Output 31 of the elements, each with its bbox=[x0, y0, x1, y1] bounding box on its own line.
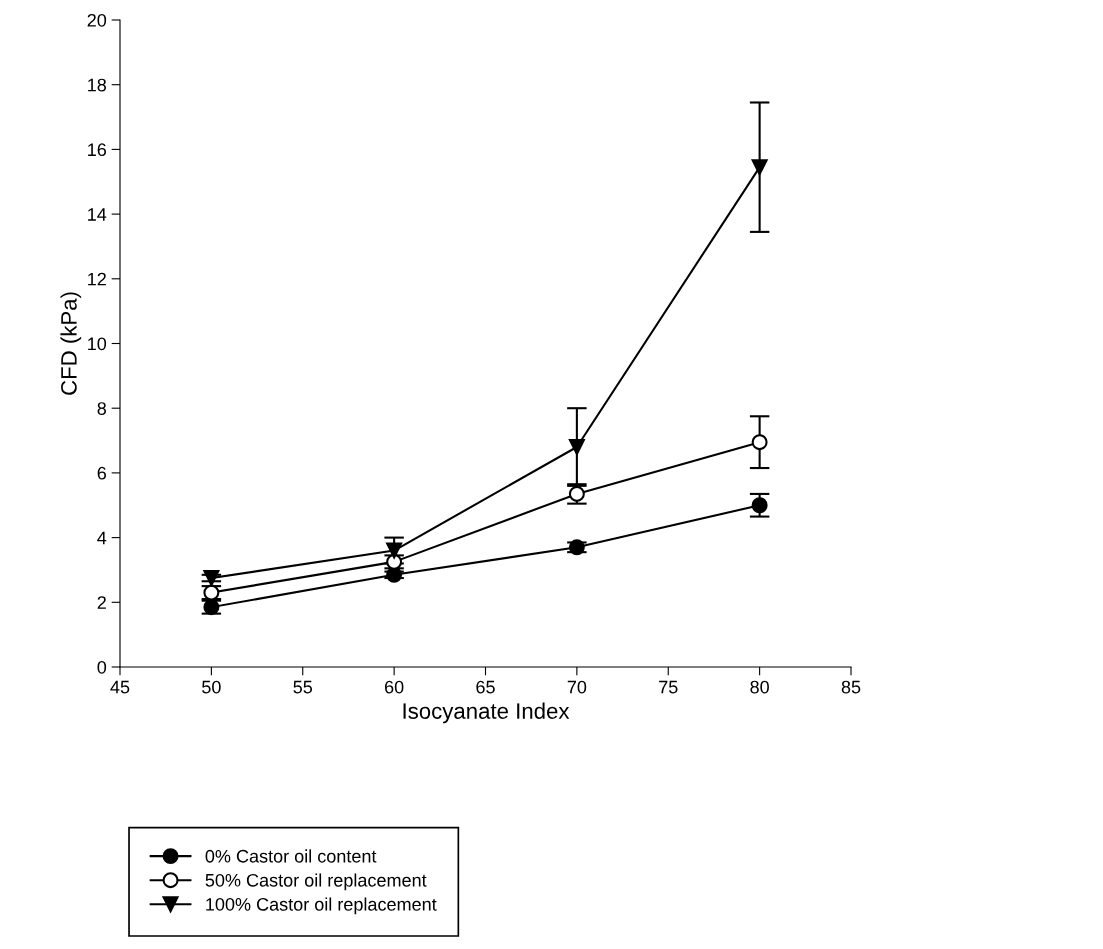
x-tick-label: 65 bbox=[476, 680, 495, 694]
y-tick-label: 6 bbox=[97, 466, 107, 480]
x-tick-label: 75 bbox=[659, 680, 678, 694]
x-tick-label: 85 bbox=[841, 680, 861, 694]
y-axis-title: CFD (kPa) bbox=[60, 292, 82, 395]
y-tick-label: 12 bbox=[88, 272, 106, 286]
point bbox=[751, 159, 768, 176]
point bbox=[751, 434, 768, 451]
y-tick-label: 10 bbox=[88, 337, 107, 351]
y-tick-label: 14 bbox=[88, 208, 107, 221]
x-tick-label: 50 bbox=[202, 680, 221, 694]
x-tick-label: 70 bbox=[567, 680, 587, 694]
y-tick-label: 2 bbox=[97, 596, 106, 609]
legend-label: 0% Castor oil content bbox=[205, 849, 377, 863]
x-axis-title: Isocyanate Index bbox=[403, 702, 570, 724]
y-tick-label: 20 bbox=[87, 13, 107, 27]
x-tick-label: 60 bbox=[385, 680, 404, 694]
y-tick-label: 18 bbox=[88, 78, 107, 92]
legend-label: 100% Castor oil replacement bbox=[206, 897, 437, 915]
point bbox=[203, 570, 220, 587]
x-tick-label: 45 bbox=[110, 680, 130, 694]
y-tick-label: 8 bbox=[97, 402, 107, 415]
x-tick-label: 80 bbox=[750, 680, 769, 694]
y-tick-label: 16 bbox=[88, 143, 107, 157]
y-tick-label: 4 bbox=[97, 531, 107, 545]
point bbox=[568, 439, 585, 455]
y-tick-label: 0 bbox=[97, 660, 107, 674]
legend-label: 50% Castor oil replacement bbox=[205, 873, 427, 891]
point bbox=[386, 542, 403, 559]
point bbox=[751, 497, 768, 514]
x-tick-label: 55 bbox=[293, 680, 313, 694]
